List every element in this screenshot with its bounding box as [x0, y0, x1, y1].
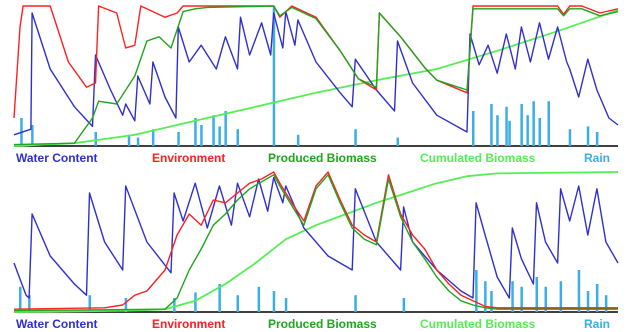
- rain-bar: [577, 270, 581, 312]
- rain-bar: [218, 284, 221, 312]
- rain-bar: [212, 115, 215, 146]
- rain-bar: [31, 125, 34, 146]
- rain-bar: [505, 106, 508, 146]
- rain-bar: [28, 295, 31, 312]
- rain-bar: [472, 111, 475, 146]
- rain-bar: [173, 298, 176, 312]
- rain-bar: [224, 111, 227, 146]
- rain-bar: [490, 104, 493, 146]
- rain-bar: [19, 286, 22, 312]
- legend-water-content: Water Content: [16, 151, 98, 165]
- rain-bar: [604, 295, 608, 312]
- rain-bar: [511, 281, 514, 312]
- legend-environment: Environment: [152, 317, 226, 331]
- rain-bar: [354, 129, 357, 146]
- rain-bar: [354, 295, 357, 312]
- water-content-line: [13, 10, 619, 136]
- legend-water-content: Water Content: [16, 317, 98, 331]
- rain-bar: [284, 298, 288, 312]
- rain-bar: [194, 118, 197, 146]
- rain-series: [19, 270, 608, 312]
- produced-biomass-line: [13, 5, 619, 146]
- top-chart: [13, 5, 619, 147]
- rain-bar: [272, 6, 276, 146]
- rain-bar: [151, 129, 155, 146]
- cumulated-biomass-line: [13, 171, 619, 313]
- rain-bar: [586, 291, 590, 312]
- rain-bar: [94, 132, 97, 146]
- rain-bar: [484, 281, 487, 312]
- rain-bar: [475, 270, 478, 312]
- legend-produced-biomass: Produced Biomass: [268, 317, 377, 331]
- legend-produced-biomass: Produced Biomass: [268, 151, 377, 165]
- rain-bar: [538, 118, 541, 146]
- rain-bar: [568, 129, 572, 146]
- rain-bar: [194, 292, 197, 312]
- rain-bar: [236, 295, 239, 312]
- environment-line: [13, 171, 618, 310]
- rain-bar: [257, 286, 261, 312]
- rain-bar: [559, 281, 563, 312]
- rain-bar: [236, 129, 239, 146]
- rain-bar: [272, 291, 276, 312]
- legend-cumulated-biomass: Cumulated Biomass: [420, 151, 536, 165]
- rain-bar: [127, 134, 131, 146]
- rain-bar: [595, 284, 599, 312]
- rain-bar: [218, 126, 221, 146]
- rain-bar: [396, 137, 399, 146]
- rain-bar: [296, 134, 300, 146]
- rain-bar: [508, 120, 511, 146]
- rain-bar: [544, 286, 547, 312]
- rain-series: [20, 6, 599, 146]
- rain-bar: [595, 132, 599, 146]
- rain-bar: [547, 101, 550, 146]
- produced-biomass-line: [13, 174, 618, 312]
- bottom-chart-panel: Water Content Environment Produced Bioma…: [0, 166, 632, 332]
- top-legend: Water Content Environment Produced Bioma…: [0, 150, 632, 166]
- water-content-line: [13, 176, 619, 299]
- rain-bar: [520, 286, 523, 312]
- bottom-chart: [13, 171, 619, 313]
- rain-bar: [535, 277, 538, 312]
- rain-bar: [586, 126, 590, 146]
- legend-rain: Rain: [584, 151, 611, 165]
- rain-bar: [177, 132, 180, 146]
- rain-bar: [520, 104, 523, 146]
- rain-bar: [402, 298, 406, 312]
- rain-bar: [200, 125, 203, 146]
- legend-environment: Environment: [152, 151, 226, 165]
- rain-bar: [526, 115, 529, 146]
- rain-bar: [136, 137, 140, 146]
- rain-bar: [88, 295, 91, 312]
- legend-rain: Rain: [584, 317, 611, 331]
- top-chart-panel: Water Content Environment Produced Bioma…: [0, 5, 632, 166]
- legend-cumulated-biomass: Cumulated Biomass: [420, 317, 536, 331]
- rain-bar: [490, 291, 493, 312]
- rain-bar: [496, 115, 499, 146]
- rain-bar: [124, 298, 128, 312]
- rain-bar: [532, 101, 535, 146]
- cumulated-biomass-line: [13, 9, 619, 147]
- bottom-legend: Water Content Environment Produced Bioma…: [0, 316, 632, 332]
